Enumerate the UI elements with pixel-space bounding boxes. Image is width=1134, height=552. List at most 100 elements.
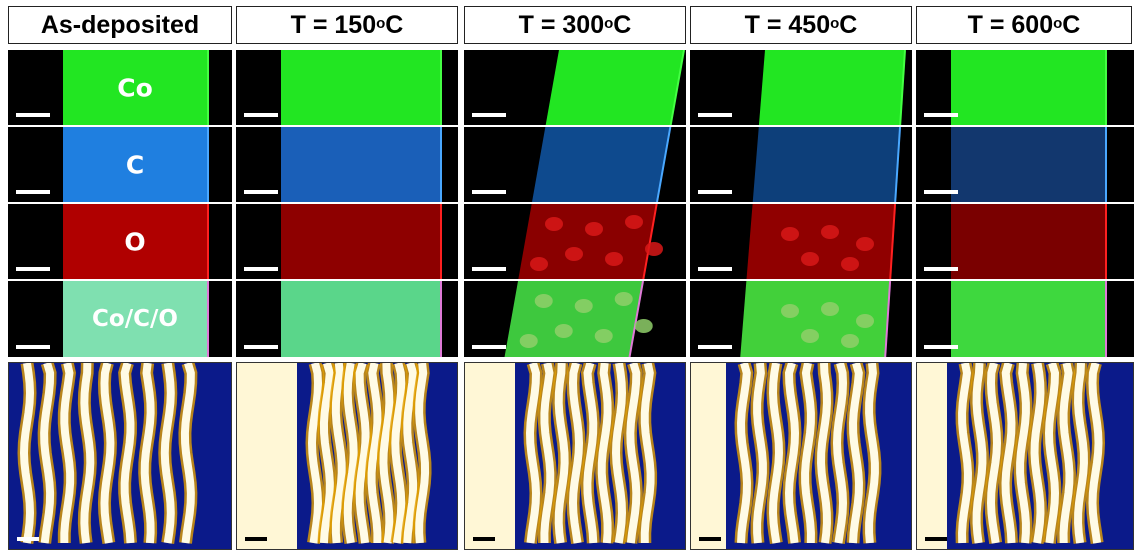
precipitate-blob [574,299,593,313]
scale-bar [244,345,278,349]
scale-bar [17,537,39,541]
fringe-line [568,363,584,544]
oxygen-map-150c [236,204,458,279]
fibre-edge [884,281,892,357]
scale-bar [925,537,947,541]
fringe-line [331,363,346,544]
precipitate-blob [634,319,653,333]
composite-map-450c [690,281,912,357]
oxygen-map-as-deposited: O [8,204,232,279]
fringe-line [343,363,358,544]
fibre-band [752,127,901,202]
column-header-label: As-deposited [40,10,200,39]
carbon-map-as-deposited: C [8,127,232,202]
holography-phase-map-300c [464,362,686,550]
holography-phase-map-450c [690,362,912,550]
scale-bar [16,345,50,349]
saturated-region [917,363,947,549]
fringe-line [1016,363,1030,544]
fibre-band [63,281,208,357]
precipitate-blob [781,304,799,318]
fibre-band [63,204,208,279]
fringe-line [391,363,406,544]
tile-image [63,204,209,279]
precipitate-blob [565,247,583,261]
fibre-band [63,50,208,125]
fringe-line [1088,363,1103,544]
fringe-line [612,363,627,544]
cobalt-map-600c [916,50,1134,125]
fringe-line [160,363,175,544]
composite-map-as-deposited: Co/C/O [8,281,232,357]
tile-image [545,50,685,125]
fringe-line [1044,363,1060,544]
unit-label: C [1062,10,1081,39]
fibre-band [951,127,1106,202]
fringe-line [526,363,541,544]
tile-image [752,127,902,202]
unit-label: C [385,10,404,39]
fringe-line [120,363,135,544]
precipitate-blob [545,217,563,231]
saturated-region [691,363,726,549]
scale-bar [698,267,732,271]
scale-bar [16,113,50,117]
fringe-line [40,363,55,544]
fringe-line [415,363,430,544]
precipitate-blob [801,329,819,343]
fibre-band [281,50,441,125]
column-header-label: T = 600 [967,10,1054,39]
scale-bar [924,113,958,117]
fibre-band [281,281,441,357]
precipitate-blob [801,252,819,266]
tile-image [691,363,911,549]
scale-bar [472,345,506,349]
cobalt-map-450c [690,50,912,125]
fringe-line [865,363,879,544]
tile-image [237,363,457,549]
scale-bar [244,267,278,271]
fibre-band [951,204,1106,279]
fringe-line [958,363,972,544]
scale-bar [16,190,50,194]
fringe-line [753,363,767,544]
precipitate-blob [821,225,839,239]
fringe-line [849,363,863,544]
holography-phase-map-as-deposited [8,362,232,550]
scale-bar [472,113,506,117]
fibre-band [545,50,684,125]
fringe-line [367,363,382,544]
fringe-line [986,363,1002,544]
fibre-band [746,204,896,279]
fibre-band [758,50,905,125]
fibre-edge [669,50,685,125]
fringe-line [784,363,799,544]
precipitate-blob [645,242,663,256]
tile-image [281,204,442,279]
scale-bar [16,267,50,271]
fibre-band [951,281,1106,357]
fringe-line [1030,363,1045,544]
fibre-band [532,127,671,202]
scale-bar [699,537,721,541]
fibre-band [281,127,441,202]
precipitate-blob [594,329,613,343]
tile-image [281,127,442,202]
degree-symbol: o [376,14,386,32]
tile-image [758,50,906,125]
column-header-label: T = 300 [518,10,605,39]
fibre-band [951,50,1106,125]
fibre-band [281,204,441,279]
holography-phase-map-600c [916,362,1134,550]
fringe-line [540,363,555,544]
cobalt-map-300c [464,50,686,125]
tile-image [951,50,1107,125]
composite-map-300c [464,281,686,357]
precipitate-blob [534,294,553,308]
fringe-line [817,363,831,544]
fringe-line [832,363,848,544]
precipitate-blob [614,292,633,306]
carbon-map-300c [464,127,686,202]
precipitate-blob [841,334,859,348]
